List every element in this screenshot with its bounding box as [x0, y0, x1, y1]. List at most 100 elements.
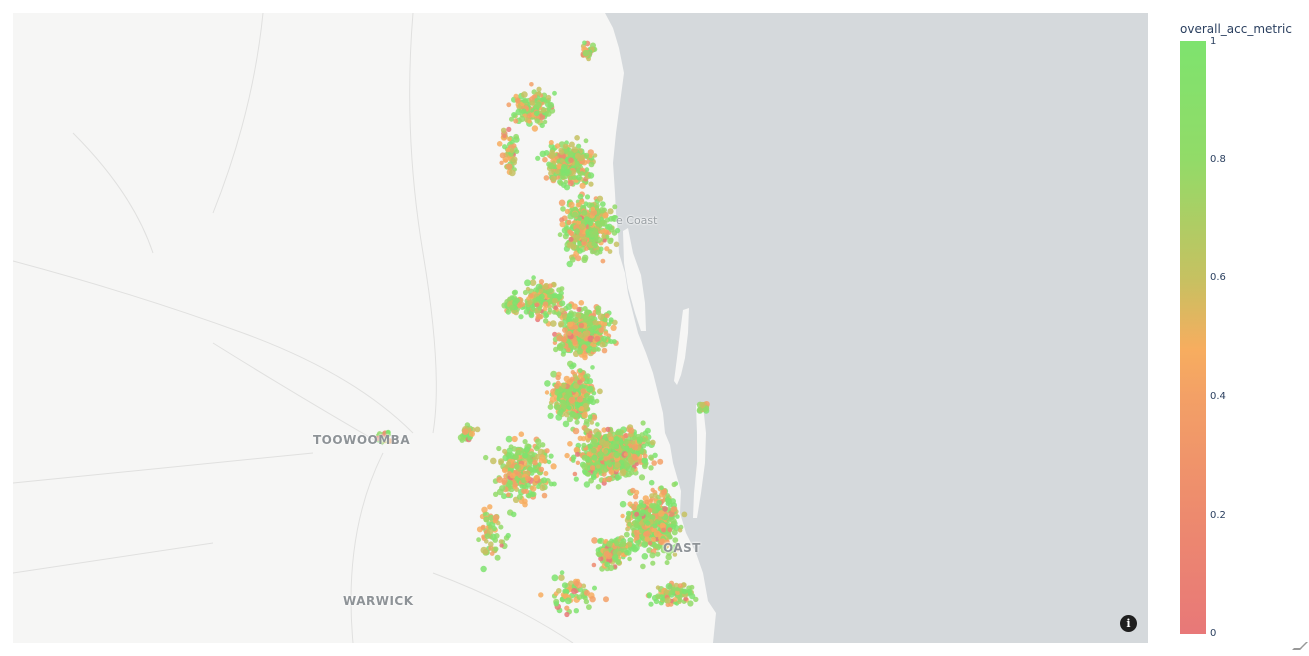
- map-point: [486, 528, 494, 535]
- resize-handle-icon[interactable]: [1292, 642, 1308, 650]
- map-point: [563, 184, 571, 191]
- stradbroke-island: [693, 405, 706, 518]
- map-point: [522, 439, 528, 445]
- map-point: [562, 327, 568, 333]
- map-point: [558, 199, 566, 207]
- map-point: [529, 279, 537, 287]
- map-point: [529, 491, 536, 498]
- map-point: [612, 204, 618, 210]
- map-point: [537, 462, 542, 467]
- map-point: [545, 110, 552, 117]
- map-point: [607, 208, 614, 215]
- map-point: [559, 149, 565, 155]
- map-point: [642, 453, 648, 459]
- map-point: [677, 583, 683, 589]
- map-point: [522, 289, 529, 296]
- map-point: [522, 452, 528, 459]
- map-point: [566, 330, 572, 336]
- map-point: [513, 93, 519, 99]
- map-point: [623, 531, 630, 538]
- map-point: [546, 106, 551, 112]
- map-point: [602, 477, 608, 483]
- map-point: [572, 388, 577, 393]
- map-point: [548, 287, 554, 293]
- map-point: [550, 175, 557, 182]
- map-point: [584, 194, 591, 200]
- map-point: [534, 302, 540, 308]
- map-point: [609, 444, 615, 450]
- map-point: [543, 175, 550, 181]
- map-point: [582, 40, 587, 46]
- map-point: [566, 316, 572, 322]
- map-point: [671, 529, 678, 536]
- map-point: [620, 552, 626, 558]
- map-point: [572, 316, 579, 323]
- map-point: [386, 438, 393, 444]
- map-point: [536, 91, 542, 97]
- map-point: [670, 544, 676, 550]
- colorbar-tick-1: 1: [1210, 36, 1217, 47]
- map-point: [641, 458, 648, 464]
- map-point: [595, 215, 601, 221]
- map-point: [567, 321, 574, 328]
- map-point: [577, 379, 583, 385]
- map-point: [505, 147, 511, 153]
- map-point: [544, 390, 550, 395]
- map-point: [601, 335, 608, 342]
- map-point: [535, 296, 541, 302]
- map-point: [502, 448, 508, 454]
- map-area[interactable]: e Coast TOOWOOMBA OAST WARWICK: [13, 13, 1148, 643]
- map-point: [572, 427, 580, 435]
- map-point: [608, 469, 615, 475]
- map-point: [572, 234, 578, 239]
- map-point: [511, 143, 517, 149]
- map-point: [559, 300, 566, 307]
- map-point: [546, 293, 552, 299]
- map-point: [611, 339, 617, 345]
- map-point: [642, 430, 649, 436]
- map-point: [552, 297, 559, 304]
- map-point: [467, 436, 472, 441]
- map-canvas[interactable]: [13, 13, 1148, 643]
- map-point: [645, 520, 651, 526]
- map-point: [586, 451, 592, 457]
- map-point: [524, 489, 529, 494]
- map-point: [606, 540, 613, 548]
- map-point: [488, 541, 494, 547]
- map-point: [595, 236, 602, 244]
- map-point: [562, 420, 570, 428]
- map-point: [575, 174, 582, 181]
- map-point: [635, 433, 642, 440]
- map-point: [506, 492, 511, 498]
- map-point: [593, 249, 600, 256]
- map-point: [619, 540, 627, 548]
- map-point: [537, 448, 545, 456]
- map-point: [565, 303, 573, 310]
- map-point: [577, 216, 583, 222]
- map-point: [591, 241, 597, 247]
- map-point: [641, 503, 647, 509]
- map-point: [639, 521, 645, 527]
- map-point: [514, 476, 520, 482]
- map-point: [592, 585, 597, 591]
- colorbar-tick-0.8: 0.8: [1210, 154, 1226, 165]
- map-point: [523, 309, 530, 315]
- map-point: [564, 605, 570, 611]
- map-point: [598, 556, 604, 562]
- map-point: [474, 426, 481, 433]
- map-point: [566, 241, 574, 249]
- map-point: [523, 446, 530, 453]
- map-point: [575, 152, 581, 159]
- map-point: [551, 309, 557, 315]
- info-icon[interactable]: i: [1120, 615, 1137, 632]
- map-point: [509, 116, 514, 122]
- map-point: [507, 480, 513, 486]
- map-point: [568, 175, 573, 181]
- map-point: [512, 482, 518, 488]
- map-point: [539, 122, 545, 129]
- map-point: [631, 520, 638, 526]
- map-point: [664, 496, 671, 503]
- map-point: [566, 219, 572, 225]
- map-point: [582, 254, 589, 261]
- map-point: [542, 301, 549, 307]
